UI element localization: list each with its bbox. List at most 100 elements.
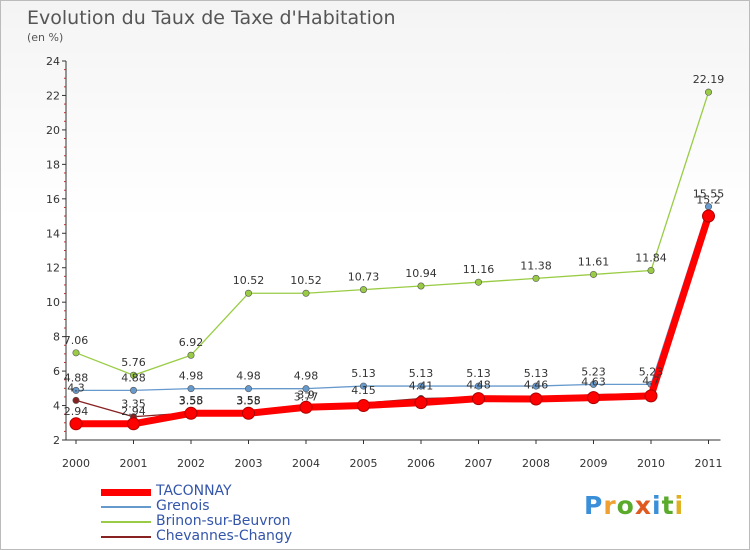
y-tick-label: 24 xyxy=(46,55,60,68)
data-point xyxy=(472,392,485,406)
data-label: 5.76 xyxy=(121,356,146,369)
data-label: 10.94 xyxy=(405,267,437,280)
proxiti-logo: Proxiti xyxy=(584,491,685,520)
data-point xyxy=(587,391,600,405)
data-point xyxy=(414,396,428,410)
x-tick-label: 2009 xyxy=(580,457,608,470)
data-point xyxy=(474,278,482,286)
y-tick-label: 8 xyxy=(53,331,60,344)
data-label: 11.84 xyxy=(635,251,667,264)
data-point xyxy=(589,270,597,278)
data-point xyxy=(647,266,655,274)
x-tick-label: 2010 xyxy=(637,457,665,470)
x-tick-label: 2003 xyxy=(235,457,263,470)
y-tick-label: 14 xyxy=(46,227,60,240)
data-label: 4.98 xyxy=(294,370,319,383)
y-tick-label: 20 xyxy=(46,124,60,137)
series-line-brinon-sur-beuvron xyxy=(75,91,710,376)
data-label: 11.38 xyxy=(520,259,552,272)
data-label: 22.19 xyxy=(693,73,725,86)
data-label: 10.73 xyxy=(348,271,380,284)
series-line-grenois xyxy=(76,206,710,392)
data-label: 7.06 xyxy=(64,334,89,347)
data-label: 3.55 xyxy=(236,394,261,407)
data-point xyxy=(245,289,253,297)
data-point xyxy=(532,274,540,282)
data-label: 4.3 xyxy=(67,381,85,394)
series-line-taconnay xyxy=(76,214,712,428)
data-point xyxy=(302,385,310,393)
data-point xyxy=(72,396,80,404)
y-tick-label: 18 xyxy=(46,158,60,171)
x-tick-label: 2008 xyxy=(522,457,550,470)
data-label: 5.13 xyxy=(351,367,376,380)
legend-item: TACONNAY xyxy=(101,484,361,499)
data-point xyxy=(69,417,83,431)
data-label: 3.58 xyxy=(236,394,261,407)
data-label: 11.61 xyxy=(578,255,610,268)
data-label: 5.23 xyxy=(581,365,606,378)
x-tick-label: 2007 xyxy=(465,457,493,470)
data-point xyxy=(187,385,195,393)
data-label: 3.9 xyxy=(297,388,315,401)
legend-swatch xyxy=(101,536,151,538)
x-tick-label: 2000 xyxy=(62,457,90,470)
legend-label: Brinon-sur-Beuvron xyxy=(156,513,291,529)
data-label: 3.77 xyxy=(294,391,319,404)
data-point xyxy=(704,88,712,96)
y-tick-label: 22 xyxy=(46,89,60,102)
legend-item: Brinon-sur-Beuvron xyxy=(101,514,361,529)
data-label: 5.23 xyxy=(639,365,664,378)
chart-subtitle: (en %) xyxy=(27,31,64,44)
data-point xyxy=(417,382,425,390)
data-point xyxy=(359,286,367,294)
data-label: 4.41 xyxy=(409,379,434,392)
x-tick-label: 2005 xyxy=(350,457,378,470)
data-label: 10.52 xyxy=(290,274,322,287)
data-point xyxy=(529,392,543,406)
legend-swatch xyxy=(101,506,151,508)
data-label: 2.94 xyxy=(64,405,89,418)
data-label: 6.92 xyxy=(179,336,204,349)
data-point xyxy=(187,351,195,359)
data-label: 4.7 xyxy=(642,374,660,387)
legend-label: Grenois xyxy=(156,498,210,514)
data-point xyxy=(130,386,138,394)
data-label: 3.58 xyxy=(179,394,204,407)
legend: TACONNAY Grenois Brinon-sur-Beuvron Chevann… xyxy=(101,484,361,544)
chart-title: Evolution du Taux de Taxe d'Habitation xyxy=(27,7,396,29)
data-label: 5.13 xyxy=(409,367,434,380)
data-label: 4.98 xyxy=(179,370,204,383)
data-point xyxy=(644,389,658,403)
x-tick-label: 2001 xyxy=(120,457,148,470)
y-tick-label: 10 xyxy=(46,296,60,309)
data-label: 4.46 xyxy=(524,379,549,392)
data-point xyxy=(299,400,313,414)
data-label: 5.13 xyxy=(524,367,549,380)
x-tick-label: 2011 xyxy=(695,457,723,470)
data-point xyxy=(357,399,370,413)
data-point xyxy=(130,371,138,379)
y-tick-label: 16 xyxy=(46,193,60,206)
y-tick-label: 6 xyxy=(53,365,60,378)
data-point xyxy=(359,382,367,390)
data-label: 3.55 xyxy=(179,394,204,407)
legend-label: TACONNAY xyxy=(156,483,232,499)
data-point xyxy=(245,385,253,393)
data-point xyxy=(242,406,255,420)
data-point xyxy=(417,282,425,290)
data-label: 4.88 xyxy=(121,371,146,384)
data-label: 4.63 xyxy=(581,376,606,389)
x-tick-label: 2006 xyxy=(407,457,435,470)
data-label: 4.98 xyxy=(236,370,261,383)
data-point xyxy=(532,382,540,390)
data-label: 5.13 xyxy=(466,367,491,380)
data-label: 4.88 xyxy=(64,371,89,384)
legend-swatch xyxy=(101,489,151,496)
data-label: 4.15 xyxy=(351,384,376,397)
data-label: 3.35 xyxy=(121,398,146,411)
data-label: 2.94 xyxy=(121,405,146,418)
data-point xyxy=(302,289,310,297)
legend-item: Chevannes-Changy xyxy=(101,529,361,544)
